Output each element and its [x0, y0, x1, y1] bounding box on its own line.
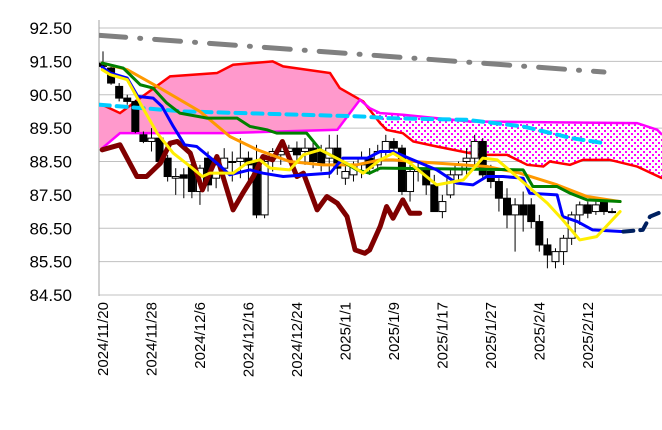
candle-up — [301, 147, 309, 152]
candle-down — [179, 174, 188, 179]
x-tick-label: 2025/1/27 — [483, 302, 500, 369]
candle-down — [131, 100, 140, 132]
series-line — [621, 209, 662, 234]
candle-up — [462, 157, 471, 163]
y-axis-labels: 84.50 85.50 86.50 87.50 88.50 89.50 90.50 91.50… — [29, 19, 72, 305]
candle-down — [543, 244, 552, 256]
candle-down — [139, 134, 148, 142]
x-axis-labels: 2024/11/20 2024/11/28 2024/12/6 2024/12/16 2… — [95, 302, 597, 377]
series-line — [100, 65, 625, 234]
candle-down — [599, 201, 608, 213]
candle-down — [309, 147, 318, 162]
candle-down — [115, 85, 124, 99]
candle-down — [494, 181, 503, 199]
kumo-cloud — [99, 60, 662, 180]
series-line — [99, 102, 606, 146]
candle-up — [228, 161, 237, 163]
candle-down — [430, 184, 439, 213]
indicator-lines — [99, 32, 662, 256]
candle-down — [389, 140, 398, 149]
y-tick-label: 87.50 — [29, 186, 72, 205]
candle-down — [317, 150, 326, 166]
x-tick-label: 2025/1/9 — [386, 302, 403, 360]
candle-down — [527, 204, 536, 223]
x-tick-label: 2024/11/20 — [95, 302, 112, 376]
x-tick-label: 2024/12/24 — [289, 302, 306, 377]
y-tick-label: 90.50 — [29, 86, 72, 105]
x-tick-label: 2024/12/16 — [240, 302, 257, 377]
candle-down — [535, 221, 544, 246]
series-line — [100, 68, 622, 242]
x-tick-label: 2025/1/17 — [434, 302, 451, 369]
x-tick-label: 2025/2/12 — [580, 302, 597, 369]
y-tick-label: 91.50 — [29, 52, 72, 71]
y-tick-label: 88.50 — [29, 153, 72, 172]
candle-up — [608, 211, 617, 214]
candle-up — [341, 171, 350, 179]
candle-down — [519, 204, 528, 216]
senkou-span-b-line — [101, 97, 662, 150]
candle-up — [551, 251, 560, 263]
y-tick-label: 92.50 — [29, 19, 72, 38]
candle-up — [438, 201, 447, 213]
candle-up — [446, 174, 455, 196]
kumo-bullish-fill — [99, 61, 366, 149]
y-tick-label: 85.50 — [29, 253, 72, 272]
x-tick-label: 2024/12/6 — [192, 302, 209, 369]
candle-down — [163, 157, 172, 178]
candle-up — [559, 237, 568, 253]
candle-up — [406, 171, 415, 193]
candle-up — [381, 140, 390, 152]
x-tick-label: 2024/11/28 — [143, 302, 160, 376]
candle-down — [503, 197, 511, 216]
series-line — [100, 61, 622, 204]
senkou-span-a-line — [101, 60, 662, 180]
series-line — [99, 32, 607, 75]
series-line — [100, 61, 622, 204]
candle-down — [123, 97, 132, 102]
series-line — [99, 138, 423, 256]
candle-up — [511, 204, 520, 216]
candle-down — [583, 204, 592, 214]
candle-up — [260, 161, 269, 216]
candle-up — [470, 140, 479, 159]
x-tick-label: 2025/1/1 — [337, 302, 354, 360]
candle-up — [591, 204, 600, 213]
candle-down — [292, 147, 301, 156]
y-tick-label: 84.50 — [29, 286, 72, 305]
candle-up — [236, 157, 245, 163]
x-tick-label: 2025/2/4 — [531, 302, 548, 360]
y-tick-label: 89.50 — [29, 119, 72, 138]
candle-up — [147, 137, 156, 142]
candle-up — [575, 204, 584, 216]
candle-up — [171, 176, 180, 179]
y-tick-label: 86.50 — [29, 219, 72, 238]
